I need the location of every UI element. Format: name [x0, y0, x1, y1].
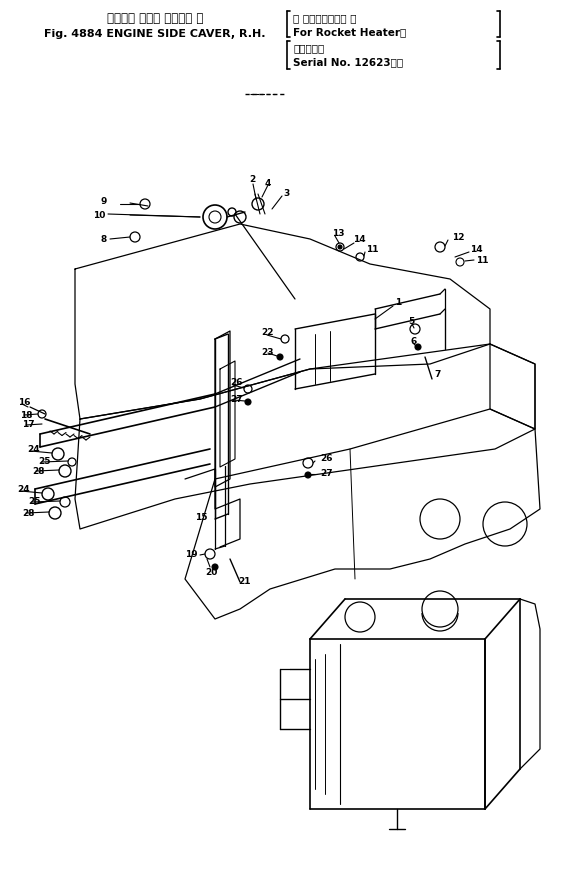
- Circle shape: [245, 400, 251, 406]
- Circle shape: [338, 246, 342, 249]
- Text: 5: 5: [408, 317, 414, 326]
- Text: For Rocket Heater）: For Rocket Heater）: [293, 27, 406, 37]
- Text: 28: 28: [32, 467, 44, 476]
- Text: 25: 25: [28, 497, 40, 506]
- Text: 4: 4: [265, 178, 271, 188]
- Text: 22: 22: [261, 328, 274, 337]
- Text: 1: 1: [395, 298, 401, 307]
- Text: 14: 14: [470, 245, 483, 255]
- Text: 9: 9: [101, 197, 107, 206]
- Text: 6: 6: [410, 337, 416, 346]
- Text: （適用号機: （適用号機: [293, 43, 324, 53]
- Text: 15: 15: [195, 513, 207, 522]
- Text: 2: 2: [249, 176, 255, 184]
- Circle shape: [212, 564, 218, 570]
- Text: 10: 10: [93, 210, 105, 219]
- Text: 25: 25: [38, 457, 51, 466]
- Text: 11: 11: [366, 245, 378, 255]
- Text: 23: 23: [261, 348, 274, 357]
- Text: 8: 8: [101, 235, 107, 244]
- Text: 3: 3: [283, 189, 289, 197]
- Text: Fig. 4884 ENGINE SIDE CAVER, R.H.: Fig. 4884 ENGINE SIDE CAVER, R.H.: [44, 29, 266, 39]
- Text: 28: 28: [22, 509, 35, 518]
- Text: 24: 24: [27, 445, 40, 454]
- Text: 26: 26: [230, 378, 242, 387]
- Text: 27: 27: [230, 395, 243, 404]
- Text: 27: 27: [320, 469, 333, 478]
- Text: 7: 7: [434, 370, 441, 379]
- Text: 13: 13: [332, 229, 344, 237]
- Text: （ ロケットヒータ 用: （ ロケットヒータ 用: [293, 13, 356, 23]
- Circle shape: [305, 473, 311, 479]
- Text: 17: 17: [22, 420, 35, 429]
- Text: 14: 14: [353, 235, 365, 244]
- Circle shape: [277, 355, 283, 361]
- Circle shape: [415, 345, 421, 350]
- Text: 11: 11: [476, 256, 488, 265]
- Text: 12: 12: [452, 233, 465, 242]
- Text: 26: 26: [320, 454, 332, 463]
- Text: 19: 19: [185, 550, 198, 559]
- Text: 16: 16: [18, 398, 31, 407]
- Text: 24: 24: [17, 485, 30, 494]
- Text: 20: 20: [205, 567, 217, 577]
- Text: 21: 21: [238, 577, 250, 586]
- Text: 18: 18: [20, 411, 32, 420]
- Text: エンジン サイド カバー， 右: エンジン サイド カバー， 右: [107, 11, 203, 24]
- Text: Serial No. 12623～）: Serial No. 12623～）: [293, 57, 403, 67]
